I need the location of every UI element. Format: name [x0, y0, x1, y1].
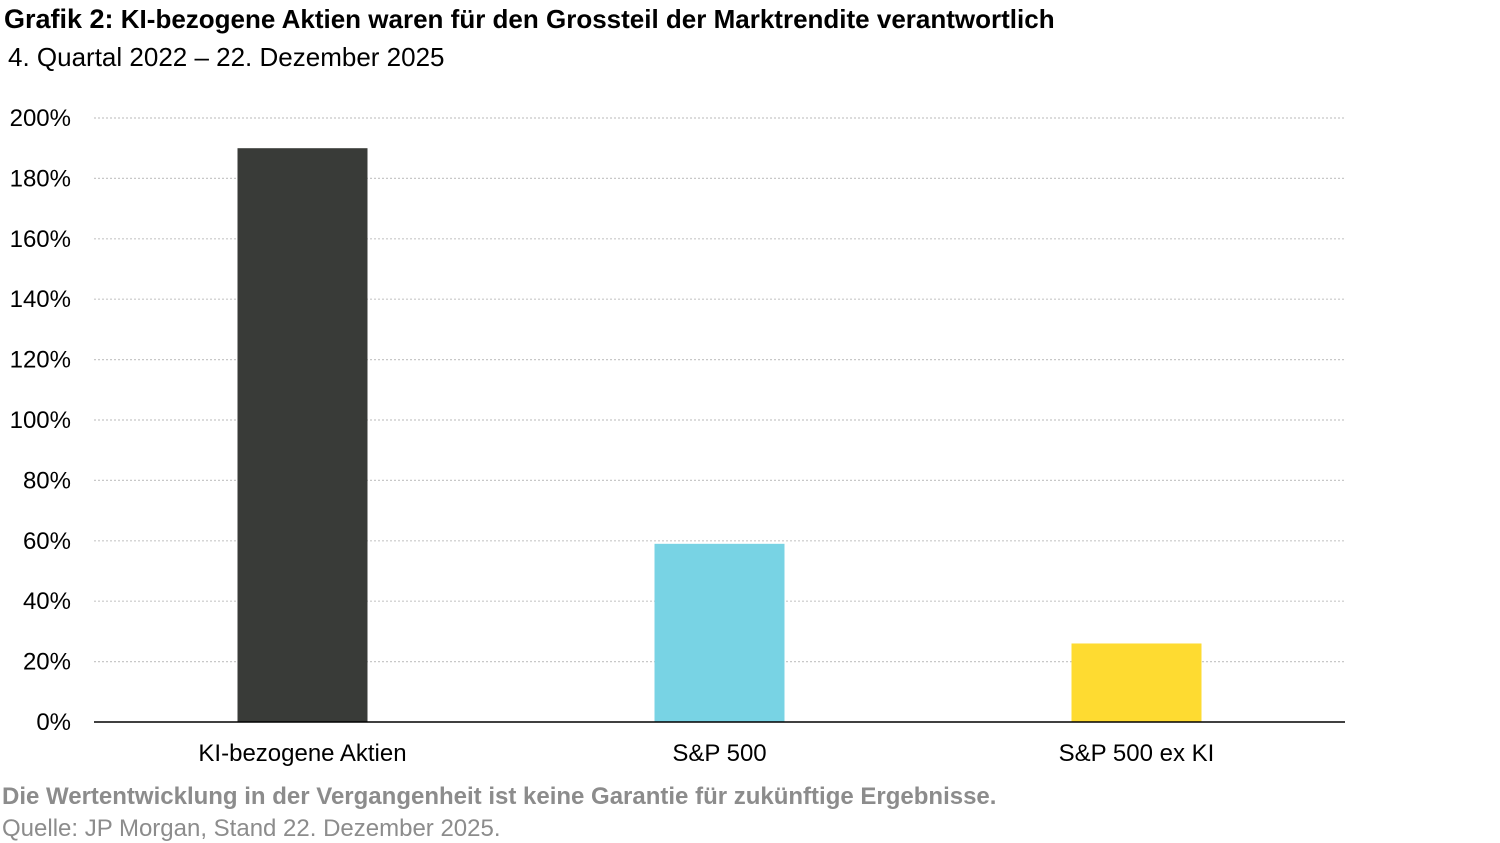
x-tick-label: KI-bezogene Aktien: [198, 740, 406, 767]
bar: [1071, 643, 1202, 722]
source-note: Quelle: JP Morgan, Stand 22. Dezember 20…: [2, 815, 501, 842]
bar: [237, 148, 368, 722]
y-tick-label: 160%: [10, 226, 71, 253]
chart-title: Grafik 2: KI-bezogene Aktien waren für d…: [4, 4, 1055, 35]
y-tick-label: 100%: [10, 407, 71, 434]
y-tick-label: 0%: [36, 709, 71, 736]
y-tick-label: 180%: [10, 165, 71, 192]
y-tick-label: 60%: [23, 528, 71, 555]
chart-title-lead: Grafik 2:: [4, 4, 114, 34]
disclaimer-note: Die Wertentwicklung in der Vergangenheit…: [2, 783, 997, 810]
y-tick-label: 200%: [10, 105, 71, 132]
y-tick-label: 80%: [23, 467, 71, 494]
chart-subtitle: 4. Quartal 2022 – 22. Dezember 2025: [8, 42, 445, 72]
chart-title-text: KI-bezogene Aktien waren für den Grosste…: [120, 4, 1055, 34]
y-tick-label: 40%: [23, 588, 71, 615]
y-tick-label: 20%: [23, 649, 71, 676]
x-tick-label: S&P 500: [672, 740, 766, 767]
y-tick-label: 120%: [10, 347, 71, 374]
x-tick-label: S&P 500 ex KI: [1059, 740, 1215, 767]
bar: [654, 543, 785, 722]
y-tick-label: 140%: [10, 286, 71, 313]
